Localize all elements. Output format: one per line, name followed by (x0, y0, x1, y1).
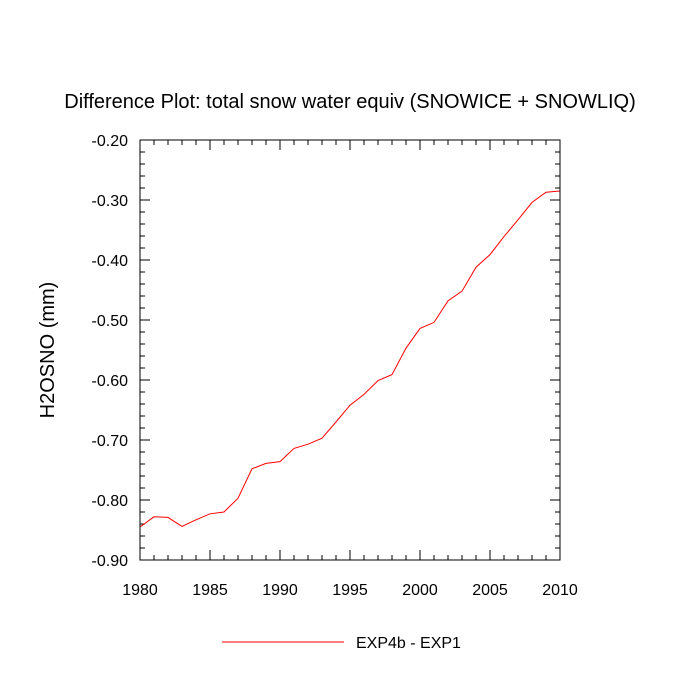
plot-frame (139, 139, 561, 561)
chart-title: Difference Plot: total snow water equiv … (64, 91, 635, 113)
x-tick-label: 1980 (122, 582, 158, 599)
y-axis-label: H2OSNO (mm) (37, 282, 59, 419)
y-tick-label: -0.90 (92, 553, 129, 570)
y-tick-label: -0.80 (92, 493, 129, 510)
series-line (139, 190, 561, 528)
x-tick-label: 2000 (402, 582, 438, 599)
x-tick-label: 1995 (332, 582, 368, 599)
x-tick-label: 2005 (472, 582, 508, 599)
y-tick-label: -0.60 (92, 373, 129, 390)
axis-ticks (139, 139, 561, 561)
x-tick-label: 1990 (262, 582, 298, 599)
y-tick-label: -0.70 (92, 433, 129, 450)
series-layer (139, 190, 561, 528)
x-tick-label: 1985 (192, 582, 228, 599)
y-tick-label: -0.30 (92, 193, 129, 210)
x-tick-label: 2010 (542, 582, 578, 599)
y-tick-label: -0.50 (92, 313, 129, 330)
tick-labels: 1980 1985 1990 1995 2000 2005 2010 -0.90 -0.80 -0… (92, 133, 578, 599)
y-tick-label: -0.20 (92, 133, 129, 150)
y-tick-label: -0.40 (92, 253, 129, 270)
legend-label: EXP4b - EXP1 (356, 635, 461, 652)
legend: EXP4b - EXP1 (222, 635, 461, 652)
